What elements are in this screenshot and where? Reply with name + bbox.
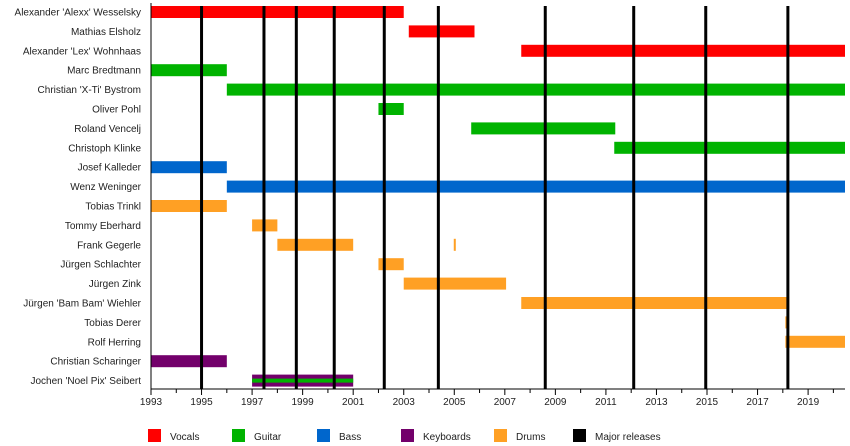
member-label: Frank Gegerle [77,240,141,251]
major-release-lines [200,6,790,389]
x-tick-label: 1995 [190,397,213,408]
bar-drums [151,200,227,212]
member-label: Jürgen Zink [89,279,142,290]
x-tick-label: 2009 [544,397,567,408]
x-tick-label: 2011 [595,397,617,408]
bar-drums [277,238,354,251]
member-bars [151,6,846,387]
bar-vocals [408,25,475,38]
x-tick-label: 2007 [494,397,517,408]
legend-label-keyboards: Keyboards [423,432,471,443]
member-label: Marc Bredtmann [67,66,141,77]
bar-guitar [378,103,404,115]
member-label: Josef Kalleder [78,163,142,174]
member-label: Roland Vencelj [74,124,141,135]
legend-label-guitar: Guitar [254,432,282,443]
legend-swatch-drums [494,429,507,442]
legend-label-drums: Drums [516,432,545,443]
legend-label-bass: Bass [339,432,361,443]
bar-guitar [614,141,845,154]
x-tick-label: 2005 [443,397,466,408]
member-label: Jürgen 'Bam Bam' Wiehler [23,299,141,310]
bar-drums [785,335,845,348]
member-label: Tobias Derer [84,318,141,329]
legend: Vocals Guitar Bass Keyboards Drums Major rele… [148,429,661,443]
legend-swatch-vocals [148,429,161,442]
x-tick-label: 1999 [292,397,315,408]
bar-bass [226,180,846,193]
legend-swatch-bass [317,429,330,442]
member-label: Alexander 'Alexx' Wesselsky [15,8,141,19]
bar-keyboards [151,355,227,368]
bar-vocals [151,6,404,18]
x-tick-label: 1997 [241,397,264,408]
member-label: Oliver Pohl [92,105,141,116]
x-axis: 1993 1995 1997 1999 2001 2003 2005 2007 2009 2011… [140,3,845,408]
member-label: Jochen 'Noel Pix' Seibert [30,376,141,387]
x-tick-label: 2015 [696,397,719,408]
bar-drums [521,297,790,309]
member-label: Christoph Klinke [68,143,141,154]
legend-swatch-releases [573,429,586,442]
member-label: Rolf Herring [88,337,141,348]
member-label: Christian 'X-Ti' Bystrom [38,85,141,96]
bar-guitar [226,83,846,96]
bar-guitar [151,64,227,77]
member-label: Wenz Weninger [70,182,141,193]
member-labels: Alexander 'Alexx' Wesselsky Mathias Elsho… [15,8,142,388]
legend-swatch-guitar [232,429,245,442]
bar-drums [403,277,507,290]
member-label: Jürgen Schlachter [60,260,141,271]
legend-swatch-keyboards [401,429,414,442]
bar-vocals [521,44,845,57]
member-label: Tommy Eberhard [65,221,141,232]
x-tick-label: 2017 [746,397,769,408]
member-label: Alexander 'Lex' Wohnhaas [23,46,141,57]
bar-guitar [471,122,616,135]
x-tick-label: 2019 [797,397,820,408]
bar-guitar [252,378,354,383]
bar-bass [151,161,227,174]
member-label: Mathias Elsholz [71,27,141,38]
member-label: Christian Scharinger [50,357,141,368]
x-tick-label: 2003 [393,397,416,408]
x-tick-label: 2013 [645,397,668,408]
bar-drums [453,238,456,251]
member-label: Tobias Trinkl [85,202,141,213]
x-tick-label: 1993 [140,397,163,408]
bar-drums [378,258,404,271]
legend-label-vocals: Vocals [170,432,199,443]
x-tick-label: 2001 [342,397,365,408]
legend-label-releases: Major releases [595,432,661,443]
